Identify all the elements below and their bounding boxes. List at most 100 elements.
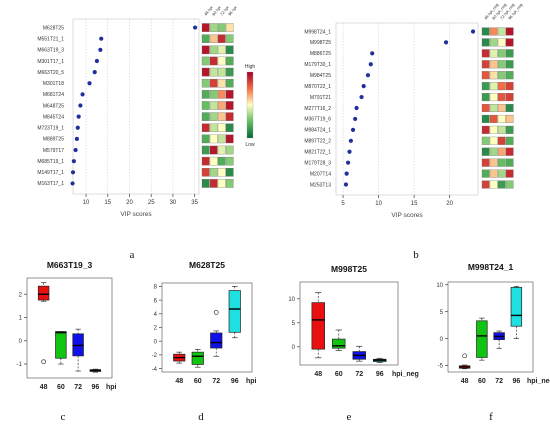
vip-xtick-label: 20 [126,200,133,206]
heatmap-cell [201,56,210,66]
vip-point [361,84,366,89]
boxplot-xtick-label: 72 [212,378,220,385]
box-body [210,332,223,349]
vip-feature-label: M791T21 [310,95,331,101]
boxplot-xtick-label: 72 [74,384,82,391]
vip-point [94,58,99,64]
heatmap-cell [225,179,234,188]
legend-high-label: High [245,64,256,70]
vip-xtick-label: 10 [83,200,90,206]
vip-feature-label: M845T24 [43,114,64,120]
heatmap-cell [505,104,514,113]
vip-feature-label: M663T19_3 [37,48,64,54]
box-outlier [213,310,219,315]
heatmap-cell [201,78,210,88]
heatmap-cell [201,145,210,155]
heatmap-cell [217,101,226,110]
vip-feature-label: M207T14 [310,171,331,177]
vip-point [78,103,83,108]
heatmap-cell [481,104,490,113]
vip-feature-label: M301T18 [43,81,64,87]
vip-feature-label: M984T24_1 [304,128,331,134]
vip-feature-label: M998T25 [310,40,331,46]
boxplot-xtick-label: 96 [512,378,520,385]
vip-feature-label: M179T28_3 [304,160,331,166]
heatmap-cell [225,67,234,77]
vip-point [192,25,198,30]
heatmap-cell [201,134,210,144]
heatmap-cell [481,136,490,145]
heatmap-cell [225,90,234,99]
heatmap-cell [201,101,210,110]
heatmap-cell [217,134,226,144]
boxplot-title: M628T25 [189,260,225,270]
vip-xtick-label: 20 [446,201,453,207]
heatmap-cell [481,169,490,178]
vip-point [73,147,78,153]
vip-xtick-label: 30 [170,200,177,206]
vip-point [70,170,76,175]
boxplot-ytick-label: -4 [152,367,158,373]
heatmap-cell [201,112,210,121]
heatmap-cell [217,179,226,188]
vip-xaxis-title: VIP scores [120,211,152,218]
vip-feature-label: M685T19_1 [37,159,64,165]
heatmap-cell [209,179,218,188]
heatmap-cell [209,90,218,99]
vip-point [76,114,81,119]
boxplot-ytick-label: 0 [440,337,444,343]
boxplot-xtick-label: 72 [355,371,363,378]
heatmap-cell [217,67,226,77]
vip-feature-label: M648T25 [43,103,64,109]
heatmap-cell [497,104,506,113]
heatmap-cell [489,104,498,113]
boxplot-xtick-label: 48 [40,384,48,391]
heatmap-cell [481,125,490,134]
heatmap-cell [217,168,226,177]
heatmap-cell [489,169,498,178]
heatmap-cell [489,158,498,167]
heatmap-cell [497,49,506,58]
boxplot-ytick-label: -2 [152,353,158,359]
heatmap-cell [201,168,210,177]
boxplot-xtick-label: 48 [175,378,183,385]
heatmap-cell [497,71,506,80]
vip-feature-label: M870T22_1 [304,84,331,90]
heatmap-cell [505,114,514,123]
boxplot-xtick-label: 96 [376,371,384,378]
boxplot-xtick-label: 48 [461,378,469,385]
boxplot-ytick-label: 8 [154,285,158,291]
vip-feature-label: M551T21_1 [37,37,64,43]
vip-point [344,171,349,176]
boxplot-ytick-label: 4 [154,312,158,318]
heatmap-cell [209,23,218,32]
heatmap-cell [489,49,498,58]
box-body [311,302,325,350]
vip-point [348,138,354,143]
vip-point [70,181,75,186]
heatmap-cell [505,49,514,58]
heatmap-cell [209,56,218,66]
boxplot-xtick-label: 48 [314,371,322,378]
heatmap-cell [209,67,218,77]
heatmap-cell [217,78,226,88]
heatmap-cell [209,45,218,55]
boxplot-ytick-label: 1 [19,316,23,322]
heatmap-cell [481,180,490,189]
heatmap-cell [201,123,210,133]
vip-point [359,94,364,100]
heatmap-cell [481,49,490,58]
heatmap-cell [497,114,506,123]
heatmap-cell [201,34,210,43]
vip-xtick-label: 15 [411,201,418,207]
heatmap-cell [217,23,226,32]
vip-feature-label: M886T25 [310,51,331,57]
heatmap-cell [505,82,514,91]
heatmap-cell [489,60,498,69]
heatmap-cell [497,125,506,134]
heatmap-cell [225,23,234,32]
heatmap-cell [225,168,234,177]
vip-point [87,81,92,86]
heatmap-cell [217,90,226,99]
boxplot-unit-label: hpi [106,384,117,391]
